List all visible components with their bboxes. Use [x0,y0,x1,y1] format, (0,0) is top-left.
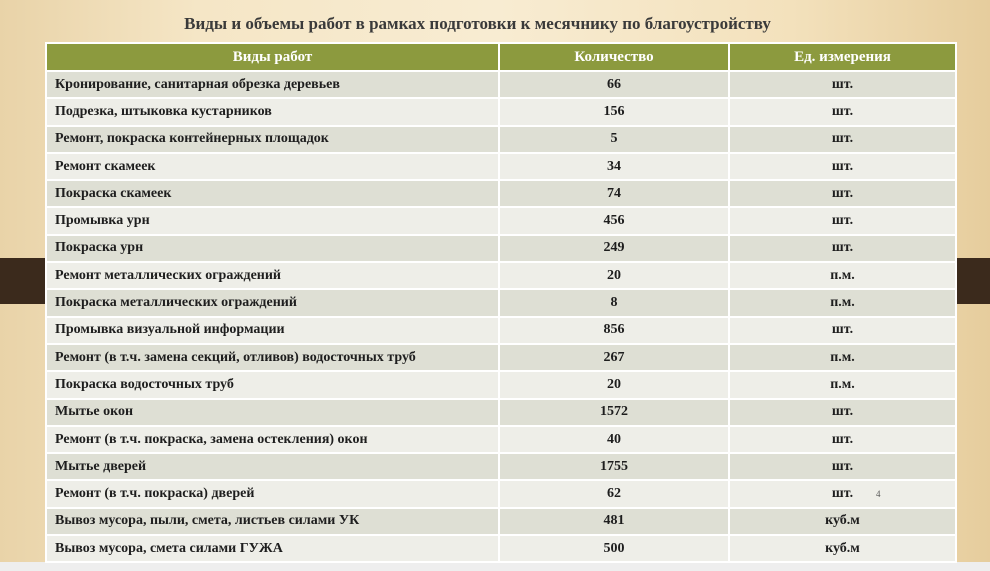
unit-cell: куб.м [728,534,957,564]
header-cell: Количество [498,42,730,72]
quantity-cell: 156 [498,97,730,127]
unit-cell: п.м. [728,370,957,400]
quantity-cell: 500 [498,534,730,564]
table-row: Вывоз мусора, пыли, смета, листьев силам… [45,506,957,537]
work-cell: Ремонт металлических ограждений [45,261,500,291]
unit-cell: шт. [728,315,957,345]
table-row: Покраска урн 249 шт. [45,233,957,264]
quantity-cell: 456 [498,206,730,236]
table-row: Покраска металлических ограждений 8 п.м. [45,288,957,318]
quantity-cell: 20 [498,370,730,400]
work-cell: Покраска водосточных труб [45,370,500,400]
work-cell: Ремонт (в т.ч. покраска, замена остеклен… [45,424,500,455]
unit-cell: шт. [728,151,957,182]
page-number: 4 [876,489,881,499]
table-row: Покраска водосточных труб 20 п.м. [45,370,957,400]
work-cell: Покраска металлических ограждений [45,288,500,318]
table-row: Покраска скамеек 74 шт. [45,179,957,209]
work-cell: Ремонт (в т.ч. покраска) дверей [45,479,500,509]
quantity-cell: 1572 [498,397,730,427]
work-cell: Промывка визуальной информации [45,315,500,345]
quantity-cell: 481 [498,506,730,537]
quantity-cell: 66 [498,69,730,100]
work-cell: Покраска урн [45,233,500,264]
unit-cell: шт. [728,397,957,427]
table-row: Ремонт металлических ограждений 20 п.м. [45,261,957,291]
unit-cell: шт. [728,424,957,455]
work-cell: Покраска скамеек [45,179,500,209]
table-row: Мытье окон 1572 шт. [45,397,957,427]
work-cell: Подрезка, штыковка кустарников [45,97,500,127]
table-row: Вывоз мусора, смета силами ГУЖА 500 куб.м [45,534,957,564]
table-row: Подрезка, штыковка кустарников 156 шт. [45,97,957,127]
unit-cell: шт. [728,233,957,264]
quantity-cell: 40 [498,424,730,455]
quantity-cell: 34 [498,151,730,182]
quantity-cell: 856 [498,315,730,345]
table-row: Ремонт (в т.ч. покраска) дверей 62 шт. [45,479,957,509]
work-cell: Промывка урн [45,206,500,236]
table-row: Промывка урн 456 шт. [45,206,957,236]
quantity-cell: 62 [498,479,730,509]
unit-cell: п.м. [728,261,957,291]
footer-strip [0,562,990,571]
header-row: Виды работ Количество Ед. измерения [45,42,957,72]
quantity-cell: 5 [498,124,730,154]
work-cell: Вывоз мусора, смета силами ГУЖА [45,534,500,564]
quantity-cell: 249 [498,233,730,264]
table-row: Кронирование, санитарная обрезка деревье… [45,69,957,100]
work-cell: Мытье дверей [45,452,500,482]
unit-cell: п.м. [728,288,957,318]
unit-cell: п.м. [728,342,957,373]
table-row: Ремонт (в т.ч. покраска, замена остеклен… [45,424,957,455]
quantity-cell: 267 [498,342,730,373]
header-cell: Виды работ [45,42,500,72]
work-cell: Ремонт, покраска контейнерных площадок [45,124,500,154]
unit-cell: шт. [728,479,957,509]
quantity-cell: 1755 [498,452,730,482]
quantity-cell: 74 [498,179,730,209]
unit-cell: шт. [728,69,957,100]
work-cell: Мытье окон [45,397,500,427]
table-row: Ремонт (в т.ч. замена секций, отливов) в… [45,342,957,373]
work-cell: Ремонт (в т.ч. замена секций, отливов) в… [45,342,500,373]
unit-cell: шт. [728,124,957,154]
work-cell: Ремонт скамеек [45,151,500,182]
unit-cell: шт. [728,97,957,127]
table-row: Мытье дверей 1755 шт. [45,452,957,482]
work-cell: Кронирование, санитарная обрезка деревье… [45,69,500,100]
unit-cell: шт. [728,206,957,236]
table-row: Ремонт, покраска контейнерных площадок 5 ш… [45,124,957,154]
slide-title: Виды и объемы работ в рамках подготовки … [184,14,771,33]
table-row: Промывка визуальной информации 856 шт. [45,315,957,345]
unit-cell: шт. [728,179,957,209]
works-table: Виды работ Количество Ед. измерения Крон… [45,42,957,564]
work-cell: Вывоз мусора, пыли, смета, листьев силам… [45,506,500,537]
quantity-cell: 20 [498,261,730,291]
quantity-cell: 8 [498,288,730,318]
header-cell: Ед. измерения [728,42,957,72]
unit-cell: шт. [728,452,957,482]
table-row: Ремонт скамеек 34 шт. [45,151,957,182]
table-body: Кронирование, санитарная обрезка деревье… [45,69,957,564]
unit-cell: куб.м [728,506,957,537]
